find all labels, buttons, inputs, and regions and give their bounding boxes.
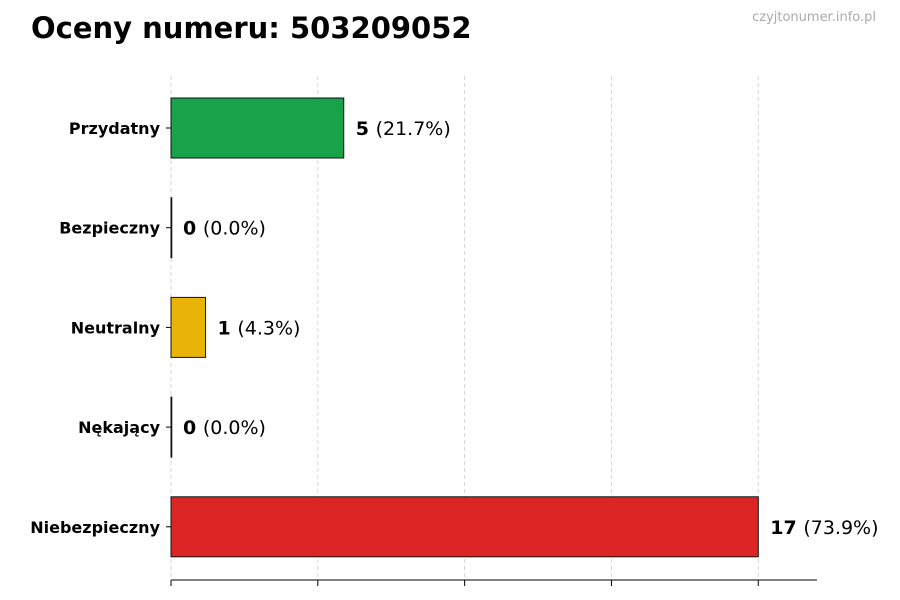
bar bbox=[170, 496, 759, 558]
bar bbox=[170, 396, 173, 458]
value-label: 0 (0.0%) bbox=[183, 218, 266, 240]
category-label: Neutralny bbox=[71, 318, 161, 337]
category-label: Nękający bbox=[78, 418, 160, 437]
bar bbox=[170, 197, 173, 259]
value-label: 17 (73.9%) bbox=[770, 517, 878, 539]
bar bbox=[170, 296, 207, 358]
value-label: 0 (0.0%) bbox=[183, 417, 266, 439]
watermark: czyjtonumer.info.pl bbox=[752, 10, 876, 25]
value-label: 5 (21.7%) bbox=[356, 118, 451, 140]
bar bbox=[170, 97, 345, 159]
category-label: Niebezpieczny bbox=[30, 518, 160, 537]
chart-title: Oceny numeru: 503209052 bbox=[31, 11, 472, 45]
category-label: Przydatny bbox=[69, 119, 161, 138]
value-label: 1 (4.3%) bbox=[218, 317, 301, 339]
category-label: Bezpieczny bbox=[59, 219, 160, 238]
